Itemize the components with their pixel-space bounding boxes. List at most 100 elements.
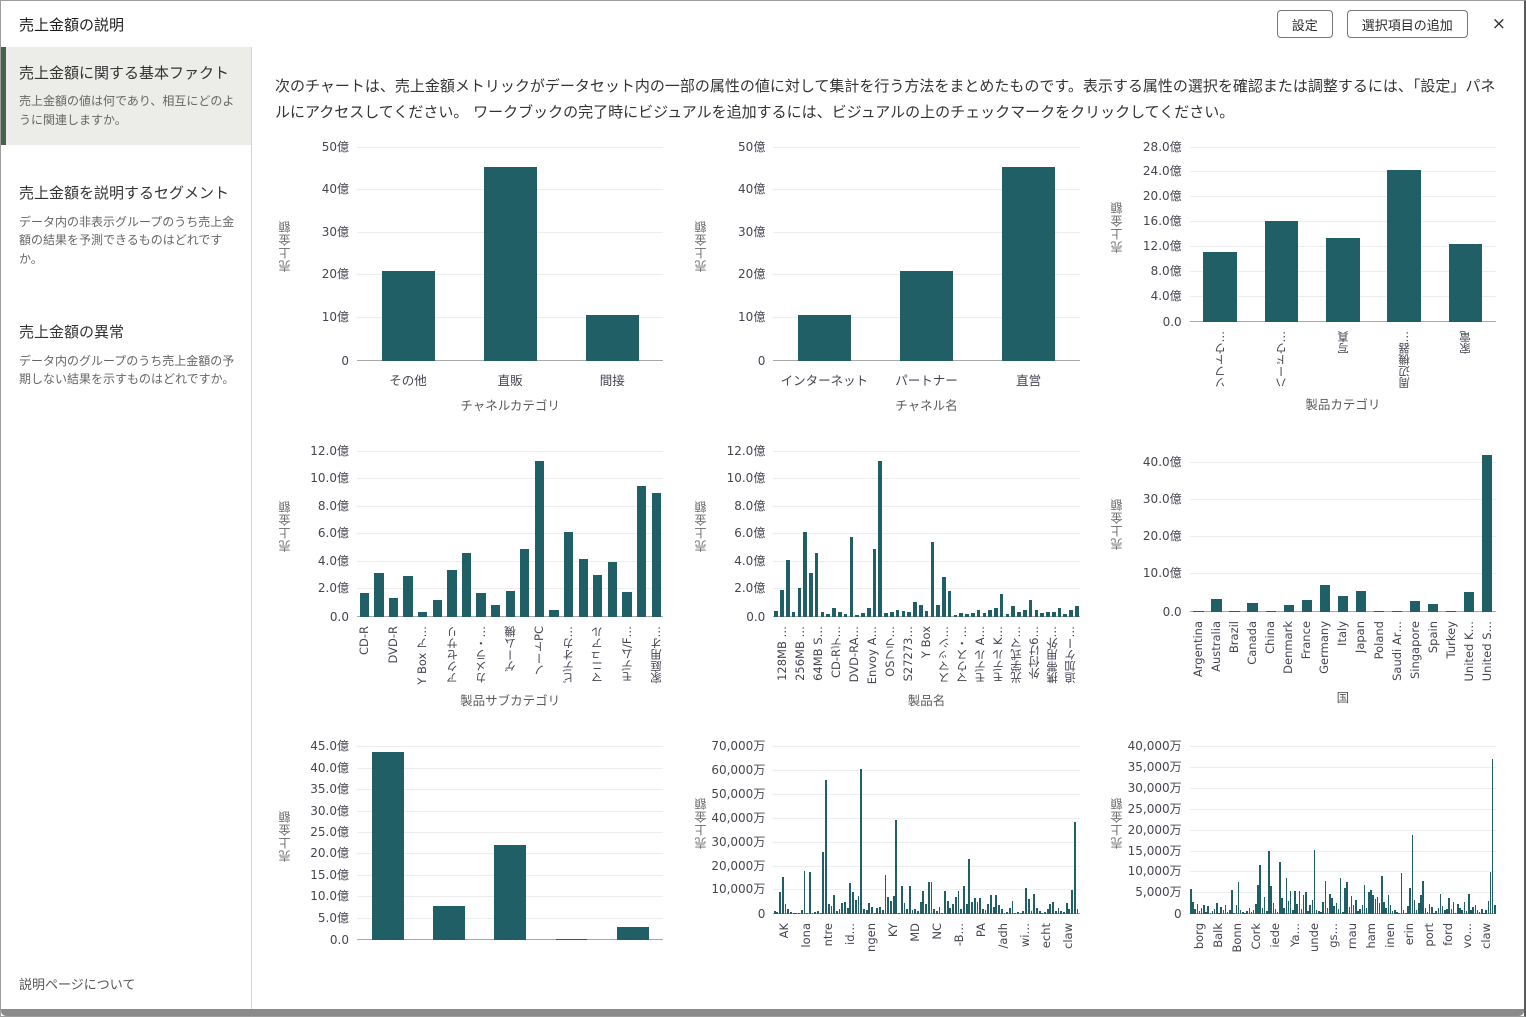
bar[interactable] xyxy=(1207,906,1209,915)
bar[interactable] xyxy=(1046,612,1050,617)
bar[interactable] xyxy=(1057,607,1062,617)
bar[interactable] xyxy=(432,905,465,941)
bar[interactable] xyxy=(1265,610,1276,612)
bar[interactable] xyxy=(1481,455,1493,612)
bar[interactable] xyxy=(1424,908,1427,915)
bar[interactable] xyxy=(849,536,854,617)
bar[interactable] xyxy=(918,604,923,617)
bar[interactable] xyxy=(1339,877,1342,915)
bar[interactable] xyxy=(890,900,892,915)
bar[interactable] xyxy=(906,909,909,915)
bar[interactable] xyxy=(505,591,515,617)
bar[interactable] xyxy=(988,610,992,617)
bar[interactable] xyxy=(949,908,952,915)
bar[interactable] xyxy=(534,461,545,617)
about-explain-page-link[interactable]: 説明ページについて xyxy=(19,978,136,993)
bar[interactable] xyxy=(947,591,952,617)
bar[interactable] xyxy=(960,909,963,915)
bar[interactable] xyxy=(651,492,661,617)
bar[interactable] xyxy=(1422,880,1424,915)
bar[interactable] xyxy=(900,886,903,915)
bar[interactable] xyxy=(825,780,827,915)
bar[interactable] xyxy=(952,903,954,915)
bar[interactable] xyxy=(1264,220,1299,322)
bar[interactable] xyxy=(860,768,863,915)
bar[interactable] xyxy=(1283,907,1285,915)
bar[interactable] xyxy=(954,896,957,915)
bar[interactable] xyxy=(1028,600,1033,617)
bar[interactable] xyxy=(1226,911,1229,915)
bar[interactable] xyxy=(1054,911,1057,915)
bar[interactable] xyxy=(1457,903,1459,915)
bar[interactable] xyxy=(1448,244,1483,322)
bar[interactable] xyxy=(1046,908,1049,915)
sidebar-item-anomalies[interactable]: 売上金額の異常 データ内のグループのうち売上金額の予期しない結果を示すものはどれ… xyxy=(1,306,251,404)
bar[interactable] xyxy=(1391,610,1403,612)
bar[interactable] xyxy=(1006,911,1009,915)
bar[interactable] xyxy=(798,913,800,915)
bar[interactable] xyxy=(938,906,941,915)
bar[interactable] xyxy=(838,612,842,617)
bar[interactable] xyxy=(1211,910,1214,915)
bar[interactable] xyxy=(1266,910,1268,915)
bar[interactable] xyxy=(1211,599,1222,612)
bar[interactable] xyxy=(898,913,900,915)
bar[interactable] xyxy=(797,588,802,617)
bar[interactable] xyxy=(1017,612,1021,617)
bar[interactable] xyxy=(832,607,836,617)
bar[interactable] xyxy=(1319,584,1330,612)
bar[interactable] xyxy=(970,613,975,617)
bar[interactable] xyxy=(1494,905,1496,915)
bar[interactable] xyxy=(1337,908,1340,915)
bar[interactable] xyxy=(1030,910,1033,915)
bar[interactable] xyxy=(814,552,819,617)
bar[interactable] xyxy=(878,461,883,617)
bar[interactable] xyxy=(1011,901,1014,915)
bar[interactable] xyxy=(930,881,933,915)
bar[interactable] xyxy=(1075,605,1079,617)
bar[interactable] xyxy=(814,912,817,915)
bar[interactable] xyxy=(1000,908,1003,915)
bar[interactable] xyxy=(817,911,819,915)
bar[interactable] xyxy=(1008,908,1011,915)
bar[interactable] xyxy=(1313,849,1316,915)
bar[interactable] xyxy=(1418,902,1420,915)
bar[interactable] xyxy=(593,574,603,617)
region-chart[interactable]: 売上金額 0.0 5.0億 10.0億 15.0億 20.0億 25.0億 30.0億 35.0… xyxy=(275,739,664,953)
bar[interactable] xyxy=(1248,908,1251,915)
bar[interactable] xyxy=(1348,906,1351,915)
bar[interactable] xyxy=(1346,881,1348,915)
bar[interactable] xyxy=(774,611,778,617)
bar[interactable] xyxy=(1283,605,1294,612)
bar[interactable] xyxy=(1203,251,1238,322)
bar[interactable] xyxy=(1261,907,1264,915)
bar[interactable] xyxy=(1448,898,1450,915)
bar[interactable] xyxy=(1389,905,1392,915)
bar[interactable] xyxy=(1350,895,1353,915)
bar[interactable] xyxy=(1285,877,1288,915)
bar[interactable] xyxy=(830,905,833,915)
bar[interactable] xyxy=(1409,601,1421,612)
bar[interactable] xyxy=(1391,910,1394,915)
bar[interactable] xyxy=(982,613,987,617)
bar[interactable] xyxy=(1218,912,1220,915)
bar[interactable] xyxy=(1073,821,1076,915)
bar[interactable] xyxy=(895,610,900,617)
bar[interactable] xyxy=(808,871,811,915)
bar[interactable] xyxy=(1252,910,1255,915)
sidebar-item-basic-facts[interactable]: 売上金額に関する基本ファクト 売上金額の値は何であり、相互にどのように関連します… xyxy=(1,47,251,146)
bar[interactable] xyxy=(941,912,944,915)
bar[interactable] xyxy=(1025,887,1027,915)
bar[interactable] xyxy=(1287,901,1290,915)
bar[interactable] xyxy=(1372,895,1374,915)
bar[interactable] xyxy=(1233,912,1235,915)
bar[interactable] xyxy=(1463,901,1466,915)
bar[interactable] xyxy=(862,908,865,915)
bar[interactable] xyxy=(855,615,859,617)
bar[interactable] xyxy=(1235,905,1238,915)
bar[interactable] xyxy=(622,592,632,617)
bar[interactable] xyxy=(1470,909,1472,915)
bar[interactable] xyxy=(965,904,968,915)
bar[interactable] xyxy=(1268,850,1270,915)
bar[interactable] xyxy=(1040,613,1044,617)
